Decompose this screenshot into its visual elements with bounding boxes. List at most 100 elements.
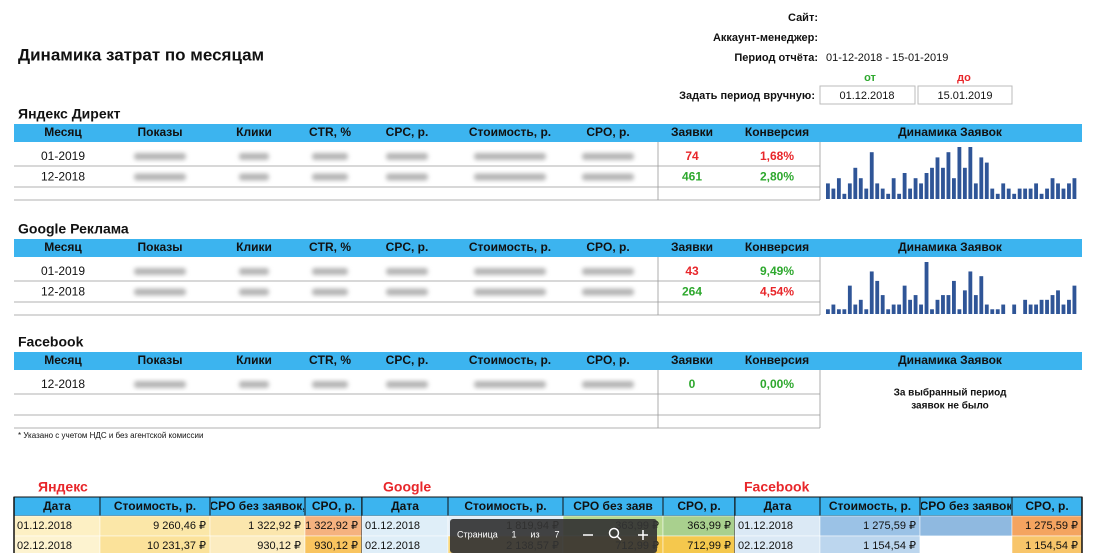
column-header: CPO, р.	[312, 499, 355, 513]
zoom-in[interactable]	[634, 525, 652, 545]
column-header: Показы	[138, 125, 183, 139]
dynamics-bar	[957, 147, 962, 199]
column-header: CPO, р.	[586, 353, 629, 367]
dynamics-bar	[1056, 290, 1060, 314]
to-input[interactable]	[917, 85, 1013, 105]
blurred-value	[386, 381, 428, 388]
column-header: CTR, %	[309, 240, 351, 254]
blurred-value	[582, 381, 634, 388]
cell-text: 1 275,59 ₽	[1025, 520, 1078, 532]
blurred-value	[582, 268, 634, 275]
dynamics-bar	[1050, 178, 1055, 199]
dynamics-bar	[886, 193, 891, 199]
dynamics-bar	[1050, 295, 1055, 314]
search-icon	[608, 527, 620, 539]
dynamics-bar	[880, 295, 885, 314]
column-header: Месяц	[44, 125, 82, 139]
blurred-value	[239, 288, 269, 296]
dynamics-bar	[853, 304, 858, 314]
column-header: Конверсия	[745, 353, 809, 367]
blurred-value	[474, 153, 546, 160]
cell-text: 930,12 ₽	[257, 540, 301, 552]
blurred-value	[312, 173, 348, 181]
column-header: Месяц	[44, 353, 82, 367]
blurred-value	[312, 153, 348, 160]
column-header: Показы	[138, 240, 183, 254]
column-header: Клики	[236, 353, 272, 367]
column-header: Динамика Заявок	[898, 125, 1003, 139]
blurred-value	[582, 173, 634, 181]
dynamics-bar	[957, 309, 962, 314]
dynamics-bar	[979, 276, 984, 314]
column-header: Динамика Заявок	[898, 240, 1003, 254]
to-value: 15.01.2019	[937, 90, 992, 102]
content: Яндекс Директ Месяц Показы Клики CTR, % CPC, …	[13, 106, 1083, 553]
cell-text: 01.12.2018	[738, 520, 793, 532]
search-icon-handle	[616, 535, 622, 541]
dynamics-bar	[952, 178, 956, 199]
cell-text: 01.12.2018	[17, 520, 72, 532]
column-header: CPC, р.	[386, 240, 429, 254]
column-header: Стоимость, р.	[464, 499, 546, 513]
blurred-value	[134, 381, 186, 388]
dynamics-bar	[891, 178, 896, 199]
column-header: CTR, %	[309, 125, 351, 139]
column-header: Заявки	[671, 353, 713, 367]
cell-text: 10 231,37 ₽	[147, 540, 206, 552]
from-value: 01.12.2018	[839, 90, 894, 102]
cell-text: 02.12.2018	[17, 540, 72, 552]
dynamics-bar	[990, 188, 995, 199]
dynamics-bar	[973, 295, 978, 314]
orders: 43	[685, 264, 699, 278]
header-bar	[14, 352, 1082, 370]
blurred-value	[134, 153, 186, 160]
dynamics-bar	[979, 157, 984, 199]
dynamics-bar	[864, 309, 869, 314]
header-bar	[14, 239, 1082, 257]
dynamics-bar	[847, 285, 852, 314]
dynamics-bar	[1023, 188, 1028, 199]
blurred-value	[312, 268, 348, 275]
column-header: CPC, р.	[386, 353, 429, 367]
zoom-reset[interactable]	[607, 525, 625, 545]
dynamics-bar	[1045, 188, 1049, 199]
dynamics-bar	[995, 309, 1000, 314]
blurred-value	[386, 268, 428, 275]
from-input[interactable]	[819, 85, 916, 105]
column-header: CTR, %	[309, 353, 351, 367]
blurred-value	[239, 268, 269, 275]
dynamics-bar	[875, 280, 880, 314]
dynamics-bar	[968, 147, 973, 199]
dynamics-bar	[995, 193, 1000, 199]
dynamics-bar	[1072, 285, 1077, 314]
dynamics-bar	[973, 183, 978, 199]
period: 01-12-2018 - 15-01-2019	[826, 52, 948, 64]
column-header: CPO без заявок,	[209, 499, 305, 513]
dynamics-bar	[941, 295, 945, 314]
dynamics-bar	[919, 304, 923, 314]
dynamics-bar	[826, 183, 830, 199]
to-label: до	[957, 72, 971, 84]
cell-text: 363,99 ₽	[687, 520, 731, 532]
dynamics-bar	[935, 157, 940, 199]
column-header: Клики	[236, 125, 272, 139]
blurred-value	[386, 153, 428, 160]
month: 12-2018	[41, 377, 85, 391]
month: 01-2019	[41, 264, 85, 278]
dynamics-bar	[924, 173, 929, 199]
dynamics-bar	[1001, 183, 1006, 199]
dynamics-bar	[919, 183, 923, 199]
column-header: CPO без заявок	[920, 499, 1014, 513]
zoom-out[interactable]	[579, 525, 597, 545]
pager-page: 1	[511, 529, 516, 539]
column-header: Динамика Заявок	[898, 353, 1003, 367]
dynamics-bar	[1061, 304, 1066, 314]
dynamics-bar	[946, 152, 951, 199]
cell-text: 1 322,92 ₽	[305, 520, 358, 532]
column-header: Конверсия	[745, 125, 809, 139]
cell-text: 02.12.2018	[738, 540, 793, 552]
column-header: Дата	[43, 499, 71, 513]
column-header: Конверсия	[745, 240, 809, 254]
table-name: Google	[383, 479, 431, 495]
cell	[919, 515, 1013, 537]
